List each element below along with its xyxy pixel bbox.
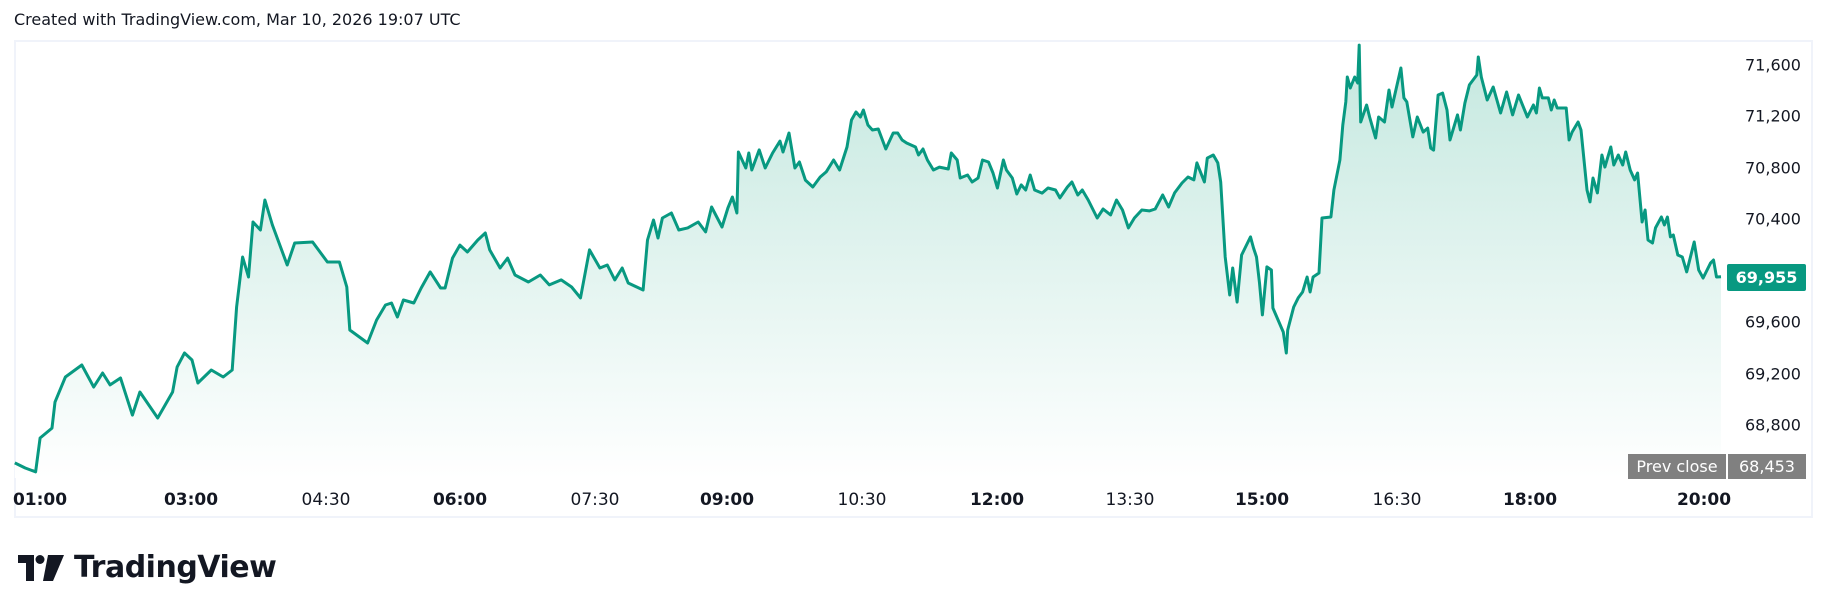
tradingview-logo-icon [18,554,64,581]
time-tick-label: 18:00 [1502,490,1558,510]
price-tick-label: 71,600 [1745,55,1801,75]
time-tick-label: 03:00 [163,490,219,510]
time-tick-label: 20:00 [1676,490,1732,510]
chart-attribution: Created with TradingView.com, Mar 10, 20… [14,10,461,29]
price-tick-label: 70,400 [1745,209,1801,229]
time-tick-label: 09:00 [699,490,755,510]
time-tick-label: 15:00 [1234,490,1290,510]
time-tick-label: 06:00 [432,490,488,510]
time-tick-label: 10:30 [837,490,887,510]
chart-frame [14,40,1813,518]
prev-close-value: 68,453 [1728,454,1806,479]
time-tick-label: 16:30 [1372,490,1422,510]
price-tick-label: 71,200 [1745,106,1801,126]
time-tick-label: 04:30 [301,490,351,510]
time-tick-label: 07:30 [570,490,620,510]
tradingview-logo[interactable]: TradingView [18,550,277,585]
price-tick-label: 70,800 [1745,158,1801,178]
current-price-badge: 69,955 [1727,264,1806,291]
time-tick-label: 01:00 [12,490,68,510]
price-line [14,43,1722,474]
price-tick-label: 68,800 [1745,415,1801,435]
logo-text: TradingView [74,550,277,585]
price-tick-label: 69,600 [1745,312,1801,332]
price-area-fill [14,45,1721,478]
price-tick-label: 69,200 [1745,364,1801,384]
time-tick-label: 13:30 [1105,490,1155,510]
time-tick-label: 12:00 [969,490,1025,510]
prev-close-label: Prev close [1628,454,1726,479]
